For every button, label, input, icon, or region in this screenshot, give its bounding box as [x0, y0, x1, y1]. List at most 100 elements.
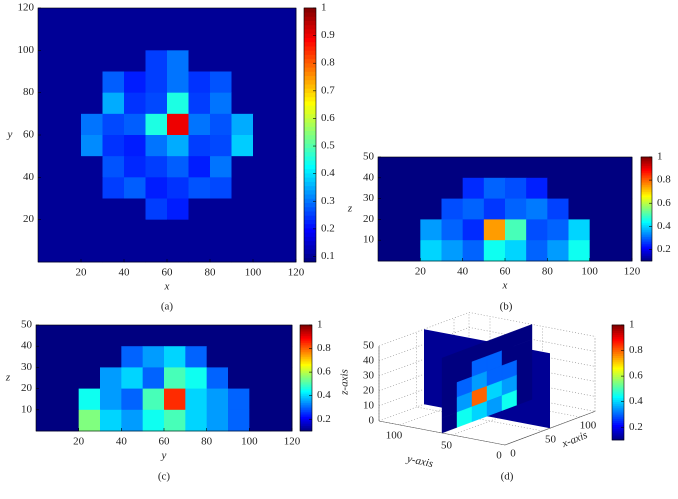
y-tick-label: 50 [363, 151, 375, 163]
colorbar-segment [612, 410, 624, 414]
colorbar-segment [304, 193, 316, 199]
x-tick-label: 60 [162, 267, 174, 279]
colorbar-segment [612, 433, 624, 437]
colorbar-segment [612, 374, 624, 378]
heatmap-cell [188, 177, 211, 199]
heatmap-cell [102, 71, 125, 94]
heatmap-cell [121, 388, 144, 411]
colorbar-segment [612, 387, 624, 391]
x-tick-label: 80 [205, 267, 217, 279]
colorbar-segment [641, 191, 652, 194]
heatmap-cell [81, 219, 103, 242]
heatmap-cell [210, 219, 232, 242]
colorbar-segment [304, 33, 316, 38]
colorbar-segment [612, 376, 624, 379]
heatmap-cell [124, 135, 146, 157]
colorbar-tick-label: 0.6 [321, 112, 335, 124]
grid-line [416, 332, 543, 432]
heatmap-cell [253, 156, 275, 178]
heatmap-cell [124, 240, 146, 263]
y-tick-label: 30 [363, 192, 375, 204]
colorbar-segment [304, 257, 316, 263]
heatmap-cell [188, 135, 211, 157]
heatmap-cell [253, 177, 275, 199]
colorbar-segment [612, 343, 624, 347]
heatmap-cell [270, 409, 293, 432]
heatmap-cell [188, 92, 211, 115]
colorbar-segment [641, 245, 652, 248]
colorbar-segment [304, 75, 316, 81]
heatmap-cell [142, 325, 165, 347]
heatmap-cell [420, 219, 442, 241]
heatmap-cell [378, 198, 400, 220]
y-axis-label: y-axis [405, 453, 434, 470]
colorbar-segment [612, 401, 624, 404]
colorbar-segment [300, 416, 312, 419]
heatmap-cell [274, 198, 297, 221]
heatmap-cell [206, 346, 229, 368]
heatmap-cell [231, 198, 254, 221]
colorbar-tick-label: 1 [317, 319, 323, 331]
colorbar-segment [612, 359, 624, 362]
heatmap-cell [249, 325, 272, 347]
x-tick-label: 120 [288, 267, 305, 279]
colorbar-segment [300, 347, 312, 351]
colorbar-segment [304, 105, 316, 110]
colorbar-segment [300, 427, 312, 430]
colorbar-segment [612, 426, 624, 429]
z-tick-label: 50 [363, 340, 375, 352]
heatmap-cell [145, 177, 168, 199]
colorbar-segment [641, 224, 652, 227]
colorbar-segment [641, 255, 652, 258]
heatmap-cell [188, 71, 211, 94]
y-tick-label: 10 [21, 403, 33, 415]
heatmap-cell [121, 367, 144, 389]
heatmap-cell [145, 71, 168, 94]
grid-line [378, 312, 596, 347]
heatmap-cell [210, 240, 232, 263]
heatmap-cell [59, 240, 82, 263]
heatmap-cell [142, 346, 165, 368]
heatmap-cell [185, 388, 208, 411]
heatmap-cell [121, 409, 144, 432]
heatmap-cell [188, 8, 211, 30]
colorbar-segment [641, 156, 652, 160]
colorbar-segment [300, 340, 312, 343]
colorbar-tick-label: 0.3 [321, 195, 335, 207]
colorbar-segment [304, 189, 316, 195]
colorbar-segment [641, 232, 652, 236]
heatmap-cell [274, 92, 297, 115]
colorbar-tick-label: 0.4 [321, 167, 335, 179]
heatmap-cell [210, 198, 232, 221]
heatmap-cell [483, 157, 506, 179]
heatmap-cell [36, 346, 58, 368]
colorbar-frame [611, 324, 625, 441]
colorbar-segment [612, 412, 624, 416]
heatmap-cell [81, 92, 103, 115]
heatmap-cell [210, 71, 232, 94]
y-axis-label: y [7, 129, 13, 141]
heatmap-cell [185, 346, 208, 368]
heatmap-cell [249, 367, 272, 389]
colorbar-segment [304, 227, 316, 233]
heatmap-cell [81, 156, 103, 178]
heatmap-cell [526, 219, 548, 241]
colorbar-tick-label: 0.2 [317, 413, 331, 425]
y-tick-label: 20 [21, 382, 33, 394]
heatmap-cell [420, 157, 442, 179]
heatmap-cell [420, 177, 442, 199]
heatmap-cell [610, 177, 633, 199]
heatmap-cell [102, 198, 125, 221]
heatmap-cell [81, 240, 103, 263]
x-tick-label: 120 [624, 266, 641, 278]
heatmap-cell [124, 219, 146, 242]
colorbar-segment [641, 194, 652, 198]
heatmap-cell [81, 50, 103, 72]
heatmap-cell [610, 240, 633, 262]
heatmap-cell [547, 177, 569, 199]
colorbar-segment [612, 345, 624, 349]
x-tick-label: 120 [284, 436, 301, 448]
colorbar-segment [612, 389, 624, 393]
heatmap-cell [164, 409, 186, 432]
heatmap-cell [231, 113, 254, 136]
